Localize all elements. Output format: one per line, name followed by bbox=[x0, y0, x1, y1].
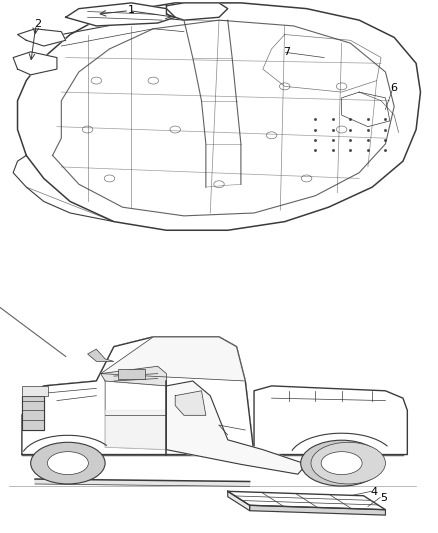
Text: 1: 1 bbox=[128, 5, 135, 15]
Circle shape bbox=[321, 451, 362, 474]
Polygon shape bbox=[105, 410, 166, 450]
Text: 6: 6 bbox=[391, 83, 398, 93]
Polygon shape bbox=[228, 491, 250, 511]
Bar bbox=[22, 386, 48, 395]
Polygon shape bbox=[18, 29, 66, 46]
Circle shape bbox=[300, 440, 382, 486]
Polygon shape bbox=[13, 52, 57, 75]
Polygon shape bbox=[166, 3, 228, 20]
Text: 5: 5 bbox=[380, 493, 387, 503]
Polygon shape bbox=[101, 337, 245, 381]
Polygon shape bbox=[175, 391, 206, 415]
Circle shape bbox=[47, 451, 88, 474]
Polygon shape bbox=[66, 3, 175, 26]
Text: 4: 4 bbox=[371, 487, 378, 497]
Bar bbox=[118, 369, 145, 378]
Polygon shape bbox=[166, 381, 307, 474]
Text: 7: 7 bbox=[283, 47, 290, 57]
Text: 2: 2 bbox=[34, 20, 41, 29]
Polygon shape bbox=[250, 505, 385, 515]
Polygon shape bbox=[254, 386, 407, 455]
Polygon shape bbox=[228, 491, 385, 510]
Circle shape bbox=[311, 442, 385, 484]
Polygon shape bbox=[22, 337, 254, 455]
Polygon shape bbox=[35, 479, 250, 487]
Polygon shape bbox=[22, 395, 44, 430]
Polygon shape bbox=[101, 366, 166, 386]
Circle shape bbox=[31, 442, 105, 484]
Polygon shape bbox=[88, 349, 114, 361]
